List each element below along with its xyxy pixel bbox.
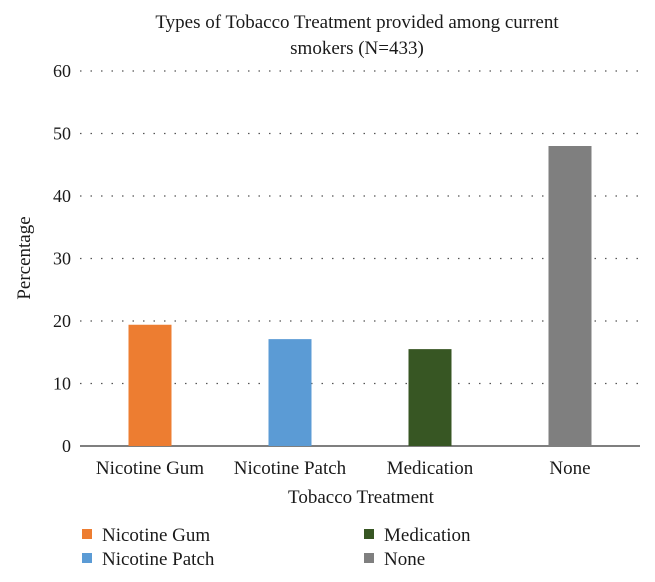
x-category-label: Nicotine Gum — [96, 458, 204, 479]
y-tick-label: 20 — [53, 311, 71, 331]
chart-title-line-1: Types of Tobacco Treatment provided amon… — [155, 12, 559, 33]
legend-label: Nicotine Patch — [102, 549, 215, 570]
x-category-label: Medication — [387, 458, 474, 479]
chart-title-line-2: smokers (N=433) — [290, 38, 424, 59]
x-category-label: Nicotine Patch — [234, 458, 347, 479]
legend-swatch — [364, 529, 374, 539]
legend: Nicotine Gum Nicotine Patch Medication N… — [82, 525, 471, 570]
legend-label: Nicotine Gum — [102, 525, 210, 546]
y-tick-label: 0 — [62, 436, 71, 456]
y-tick-label: 40 — [53, 186, 71, 206]
legend-swatch — [82, 553, 92, 563]
x-category-label: None — [549, 458, 590, 479]
bar-nicotine-patch — [268, 339, 312, 446]
legend-label: Medication — [384, 525, 471, 546]
y-tick-label: 10 — [53, 374, 71, 394]
bars — [128, 146, 592, 446]
bar-none — [548, 146, 592, 446]
y-axis-ticks: 0 10 20 30 40 50 60 — [53, 61, 71, 456]
x-axis-title: Tobacco Treatment — [288, 487, 435, 508]
y-tick-label: 30 — [53, 249, 71, 269]
bar-medication — [408, 349, 452, 446]
bar-nicotine-gum — [128, 324, 172, 446]
y-axis-title: Percentage — [14, 216, 35, 299]
x-axis-categories: Nicotine Gum Nicotine Patch Medication N… — [96, 458, 591, 479]
legend-swatch — [82, 529, 92, 539]
legend-label: None — [384, 549, 425, 570]
y-tick-label: 60 — [53, 61, 71, 81]
legend-swatch — [364, 553, 374, 563]
y-tick-label: 50 — [53, 124, 71, 144]
